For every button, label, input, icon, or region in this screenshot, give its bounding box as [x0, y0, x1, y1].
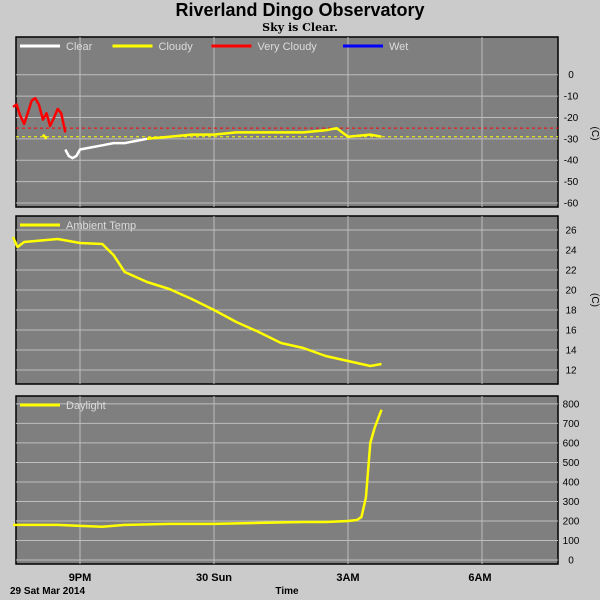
- y-tick-label: 700: [563, 419, 580, 430]
- y-tick-label: -30: [564, 134, 579, 145]
- legend-label: Ambient Temp: [66, 220, 136, 232]
- chart-panel-daylight: 0 100 200 300 400 500 600 700 800 Daylight 9PM 30 S…: [13, 395, 580, 584]
- y-tick-label: -20: [564, 113, 579, 124]
- panel-background: [15, 395, 559, 565]
- x-tick-label: 9PM: [69, 572, 92, 584]
- page-subtitle: Sky is Clear.: [262, 21, 338, 34]
- y-tick-label: 500: [563, 458, 580, 469]
- x-tick-label: 30 Sun: [196, 572, 232, 584]
- x-axis-label: Time: [275, 586, 299, 597]
- legend-label: Very Cloudy: [258, 41, 318, 53]
- y-unit-label: (C): [589, 293, 600, 307]
- y-tick-label: 0: [568, 556, 574, 567]
- y-tick-label: 800: [563, 399, 580, 410]
- series-line-very-cloudy: [12, 96, 67, 133]
- y-tick-label: 0: [568, 70, 574, 81]
- y-tick-label: 200: [563, 516, 580, 527]
- panel-background: [15, 215, 559, 385]
- y-tick-label: -40: [564, 156, 579, 167]
- chart-panel-sky: 0 -10 -20 -30 -40 -50 -60 (C) Clear Cloudy Very Cl…: [12, 36, 600, 210]
- legend-label: Daylight: [66, 400, 106, 412]
- chart-panel-temperature: 12 14 16 18 20 22 24 26 (C) Ambient Temp: [11, 215, 600, 385]
- legend-label: Wet: [389, 41, 408, 53]
- series-line-daylight: [13, 409, 383, 529]
- y-tick-label: 22: [565, 266, 577, 277]
- series-line-cloudy: [41, 133, 48, 140]
- y-tick-label: 16: [565, 326, 577, 337]
- y-tick-label: 600: [563, 438, 580, 449]
- y-tick-label: -10: [564, 92, 579, 103]
- panel-background: [15, 36, 559, 208]
- y-tick-label: 400: [563, 477, 580, 488]
- legend-label: Cloudy: [159, 41, 194, 53]
- y-tick-label: 14: [565, 346, 577, 357]
- y-tick-label: 100: [563, 536, 580, 547]
- x-tick-label: 3AM: [336, 572, 359, 584]
- footer-date: 29 Sat Mar 2014: [10, 586, 85, 597]
- y-unit-label: (C): [589, 127, 600, 141]
- y-tick-label: 24: [565, 246, 577, 257]
- page-title: Riverland Dingo Observatory: [175, 0, 425, 20]
- y-tick-label: -50: [564, 177, 579, 188]
- series-line-cloudy: [146, 126, 382, 141]
- x-tick-label: 6AM: [468, 572, 491, 584]
- series-line-clear: [64, 137, 148, 160]
- y-tick-label: 300: [563, 497, 580, 508]
- y-tick-label: -60: [564, 199, 579, 210]
- legend-label: Clear: [66, 41, 93, 53]
- series-line-ambient-temp: [11, 236, 382, 368]
- y-tick-label: 20: [565, 286, 577, 297]
- y-tick-label: 26: [565, 226, 577, 237]
- y-tick-label: 12: [565, 366, 577, 377]
- y-tick-label: 18: [565, 306, 577, 317]
